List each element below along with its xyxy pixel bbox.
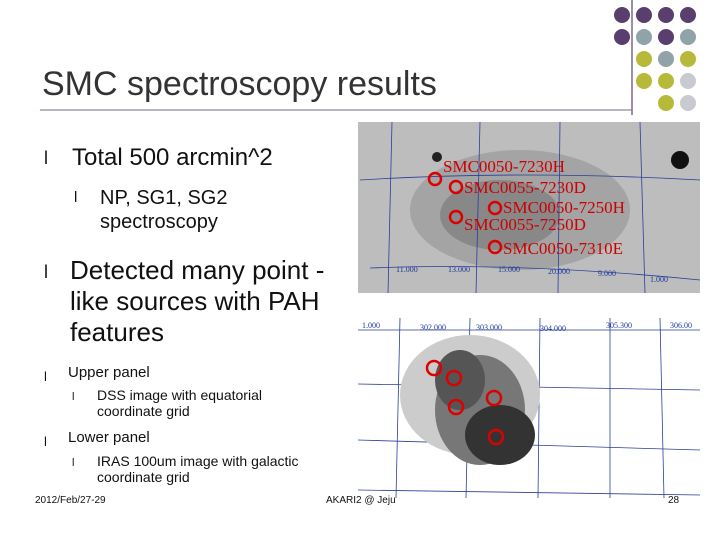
title: SMC spectroscopy results [42,65,437,103]
bullet-text: IRAS 100um image with galactic coordinat… [97,453,299,486]
bullet-text: Total 500 arcmin^2 [72,144,273,171]
grid-label: 303.000 [476,323,502,332]
grid-label: 13.000 [448,265,470,274]
grid-label: 306.00 [670,321,692,330]
grid-label: 1.000 [362,321,380,330]
bullet: l [44,369,47,384]
grid-label: 304.000 [540,324,566,333]
bullet-text: Lower panel [68,429,150,446]
bullet-text: Detected many point -like sources with P… [70,255,325,348]
grid-label: 11.000 [396,265,418,274]
bullet-text: NP, SG1, SG2 spectroscopy [100,187,228,233]
grid-label: 9.000 [598,269,616,278]
bullet: l [74,189,78,206]
source-label: SMC0050-7250H [503,198,625,217]
bullet-text: DSS image with equatorial coordinate gri… [97,387,262,420]
grid-label: 305.300 [606,321,632,330]
footer-event: AKARI2 @ Jeju [326,495,396,506]
lower-panel: 1.000 302.000 303.000 304.000 305.300 30… [357,317,701,499]
bullet-text: Upper panel [68,364,150,381]
decor-dots [40,0,696,115]
bullet: l [72,457,75,469]
page-number: 28 [668,495,680,506]
bullet: l [72,391,75,403]
bullet: l [44,262,48,282]
bullet: l [44,434,47,449]
source-label: SMC0050-7230H [443,157,565,176]
upper-panel: SMC0050-7230H SMC0055-7230D SMC0050-7250… [358,121,701,294]
grid-label: 15.000 [498,265,520,274]
grid-label: 1.000 [650,275,668,284]
grid-label: 302.000 [420,323,446,332]
grid-label: 20.000 [548,267,570,276]
source-label: SMC0055-7230D [464,178,586,197]
bullet: l [44,148,48,168]
source-label: SMC0055-7250D [464,215,586,234]
source-label: SMC0050-7310E [503,239,623,258]
footer-date: 2012/Feb/27-29 [35,495,106,506]
